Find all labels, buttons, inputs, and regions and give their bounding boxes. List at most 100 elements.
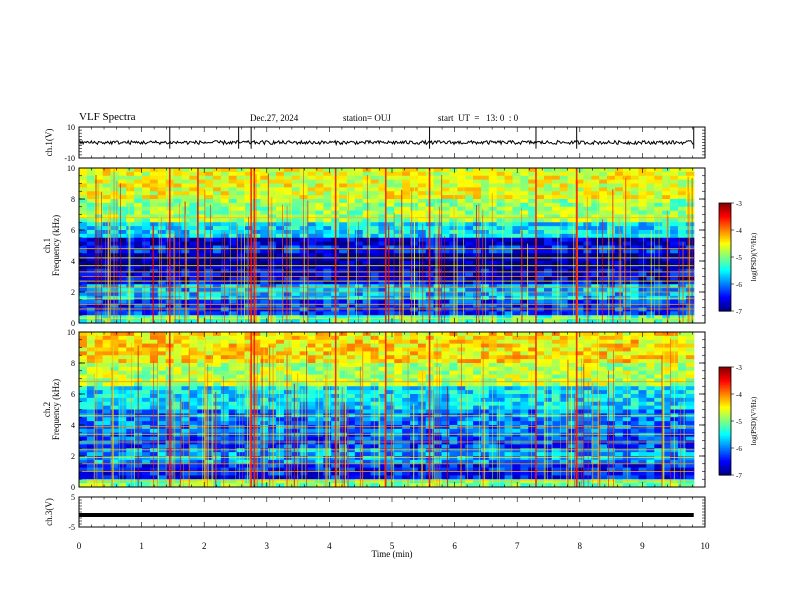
ch1-cell (496, 233, 506, 239)
ch1-cell (346, 245, 356, 250)
ch2-cell (480, 370, 490, 376)
ch1-cell (181, 191, 190, 196)
ch1-cell (110, 230, 119, 235)
ch1-cell (94, 179, 104, 185)
ch2-cell (354, 397, 364, 403)
ch2-cell (291, 343, 301, 349)
ch1-cell (543, 276, 553, 281)
ch1-cell (197, 315, 206, 320)
ch2-cell (315, 394, 324, 399)
ch1-cell (488, 233, 498, 239)
ch2-cell (126, 405, 135, 411)
ch2-cell (323, 370, 332, 376)
ch2-cell (646, 405, 655, 411)
ch1-cell (441, 199, 451, 204)
ch1-cell (496, 218, 506, 223)
ch1-cell (551, 171, 561, 177)
ch1-cell (646, 191, 655, 196)
ch1-cell (354, 226, 364, 231)
ch1-cell (189, 257, 198, 262)
ch2-cell (599, 370, 608, 376)
ch1-cell (276, 233, 285, 239)
ch1-cell (394, 206, 403, 212)
ch1-cell (276, 175, 285, 181)
ch1-cell (378, 253, 387, 258)
ch1-cell (212, 214, 222, 219)
ch1-cell (575, 218, 584, 223)
ch2-cell (575, 390, 584, 395)
ch1-cell (607, 218, 616, 223)
ch2-cell (362, 355, 372, 360)
ch1-cell (252, 210, 261, 216)
ch2-cell (559, 366, 569, 372)
ch1-cell (457, 183, 466, 188)
ch2-cell (236, 343, 246, 349)
ch1-cell (378, 202, 387, 208)
ch2-cell (197, 370, 206, 376)
ch2-cell (543, 394, 553, 399)
ch2-cell (362, 382, 372, 387)
ch2-cell (638, 370, 648, 376)
ch2-cell (142, 347, 151, 352)
ch2-cell (94, 366, 104, 372)
ch1-cell (520, 284, 529, 289)
ch1-cell (402, 171, 411, 177)
ch1-cell (157, 237, 167, 243)
ch2-cell (677, 382, 687, 387)
ch1-cell (512, 253, 521, 258)
ch2-cell (299, 390, 309, 395)
ch1-cell (205, 253, 214, 258)
ch1-cell (102, 292, 112, 297)
ch1-cell (220, 237, 230, 243)
ch1-cell (228, 288, 238, 293)
ch1-cell (512, 210, 521, 216)
ch2-cell (181, 409, 190, 414)
ch1-cell (212, 307, 222, 312)
ch1-cell (197, 257, 206, 262)
ch1-cell (370, 284, 380, 289)
ch1-cell (638, 319, 648, 324)
ch1-cell (551, 315, 561, 320)
ch1-cell (315, 315, 324, 320)
ch2-cell (646, 374, 655, 380)
ch2-cell (102, 394, 112, 399)
ch1-cell (575, 311, 584, 316)
ch1-cell (291, 206, 301, 212)
ch1-cell (79, 183, 88, 188)
ch1-cell (260, 218, 269, 223)
ch2-cell (591, 374, 600, 380)
ch1-cell (157, 202, 167, 208)
ch1-cell (307, 237, 317, 243)
ch2-cell (354, 370, 364, 376)
ch1-cell (181, 187, 190, 192)
ch2-cell (354, 386, 364, 391)
ch1-cell (149, 292, 159, 297)
ch1-cell (654, 237, 663, 243)
ch1-cell (94, 307, 104, 312)
ch1-cell (504, 241, 514, 247)
ch1-cell (654, 226, 663, 231)
ch1-cell (299, 303, 309, 309)
ch2-cell (370, 374, 380, 380)
ch1-cell (386, 276, 395, 281)
ch2-cell (488, 366, 498, 372)
ch1-cell (378, 292, 387, 297)
ch1-cell (591, 187, 600, 192)
ch1-cell (670, 175, 679, 181)
ch2-cell (346, 397, 356, 403)
ch2-cell (197, 401, 206, 407)
ch1-cell (457, 191, 466, 196)
ch1-cell (496, 171, 506, 177)
ch2-cell (685, 332, 695, 337)
ch2-cell (323, 390, 332, 395)
ch2-cell (528, 394, 537, 399)
ch1-cell (276, 257, 285, 262)
ch1-cell (536, 284, 545, 289)
ch2-cell (433, 390, 443, 395)
ch2-cell (614, 351, 624, 356)
ch1-cell (291, 168, 301, 173)
ch1-cell (457, 307, 466, 312)
ch1-cell (591, 179, 600, 185)
ch2-cell (354, 401, 364, 407)
ch1-cell (402, 261, 411, 266)
